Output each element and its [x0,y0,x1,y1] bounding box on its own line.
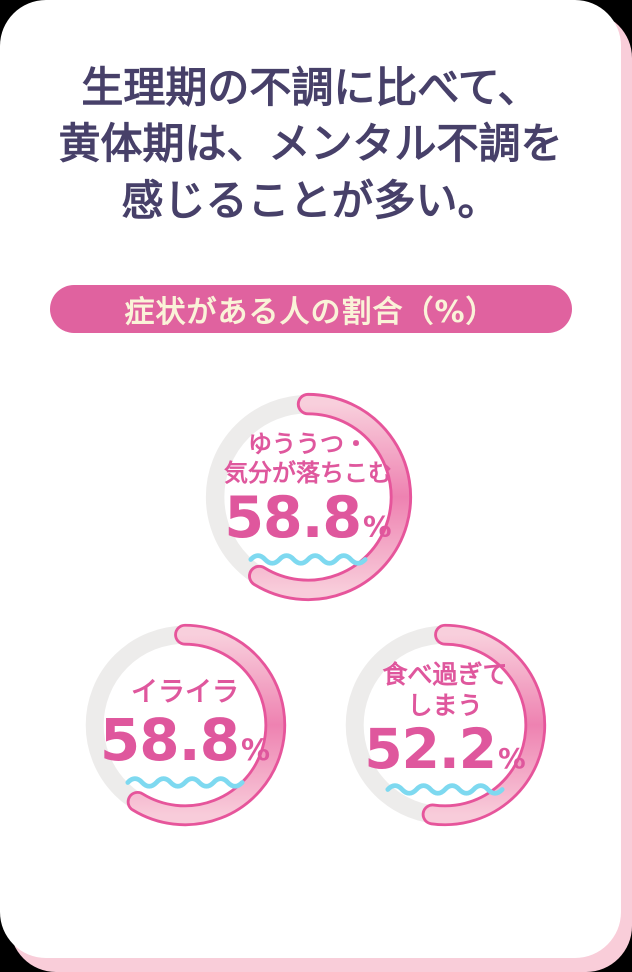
chart-content: 食べ過ぎて しまう 52.2% [341,621,549,829]
ring-arc [424,626,544,824]
ring-arc-outline [421,623,547,827]
ring-arc-outline [248,392,413,602]
symptom-label: 食べ過ぎて しまう [382,660,508,720]
value-number: 52.2 [364,717,497,781]
headline: 生理期の不調に比べて、 黄体期は、メンタル不調を 感じることが多い。 [58,63,563,225]
value-unit: % [498,743,526,775]
donut-chart-depressed-mood: ゆううつ・ 気分が落ちこむ 58.8% [201,390,415,604]
symptom-value: 58.8% [99,705,271,774]
wave-underline-icon [248,552,368,566]
donut-ring [345,623,547,827]
value-number: 58.8 [99,705,240,774]
value-number: 58.8 [224,484,362,551]
donut-chart-irritability: イライラ 58.8% [81,621,289,829]
wave-underline-icon [385,783,505,796]
value-unit: % [241,732,271,767]
symptom-value: 52.2% [364,717,526,781]
symptom-value: 58.8% [224,484,392,551]
chart-content: ゆううつ・ 気分が落ちこむ 58.8% [201,390,415,604]
donut-ring [205,392,413,602]
wave-underline-icon [125,776,245,789]
ring-arc-outline [126,623,287,827]
donut-ring [85,623,287,827]
ring-arc [129,626,284,824]
ring-arc [250,395,410,599]
ring-track [345,625,545,825]
ring-track [205,394,411,600]
ring-track [85,625,285,825]
infographic-card: 生理期の不調に比べて、 黄体期は、メンタル不調を 感じることが多い。 症状がある… [0,0,621,958]
symptom-label: イライラ [131,677,239,708]
donut-chart-overeating: 食べ過ぎて しまう 52.2% [341,621,549,829]
chart-content: イライラ 58.8% [81,621,289,829]
value-unit: % [363,510,392,544]
section-badge: 症状がある人の割合（%） [49,284,572,333]
symptom-label: ゆううつ・ 気分が落ちこむ [224,430,392,488]
section-badge-label: 症状がある人の割合（%） [124,294,497,330]
